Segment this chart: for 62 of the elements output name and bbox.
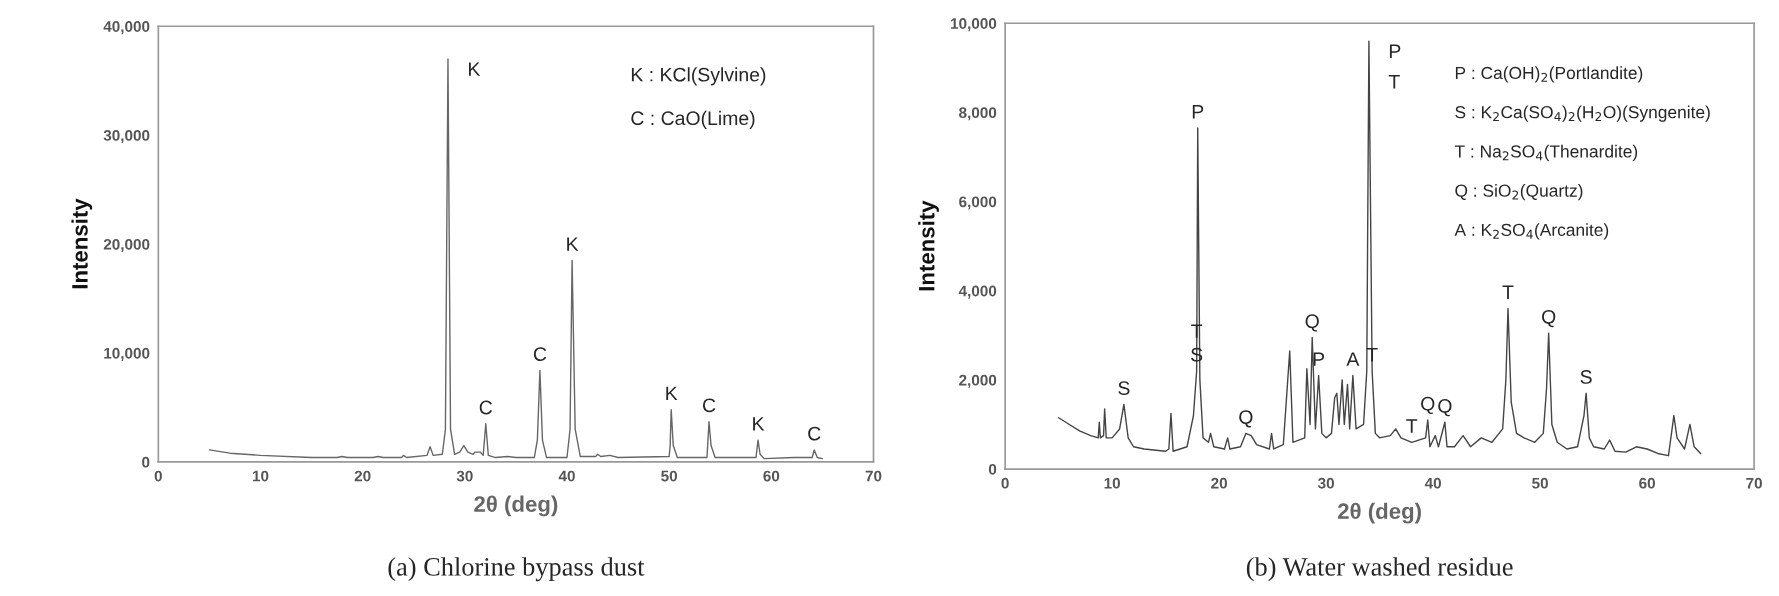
x-tick-label: 50 — [661, 470, 678, 482]
y-tick-label: 10,000 — [951, 18, 997, 32]
annotation: T : Na$_{2}$SO$_{4}$(Thenardite) — [1454, 144, 1638, 161]
annotation: A — [1346, 352, 1360, 366]
y-tick-label: 40,000 — [103, 21, 150, 35]
x-tick-label: 40 — [1424, 477, 1441, 489]
annotation: C — [808, 426, 821, 441]
annotation: C — [533, 347, 547, 362]
x-axis-title: 2θ (deg) — [474, 495, 558, 517]
x-tick-label: 30 — [456, 470, 473, 482]
annotation: P — [1389, 44, 1401, 58]
x-axis-title: 2θ (deg) — [1337, 502, 1421, 524]
x-tick-label: 70 — [1746, 477, 1762, 489]
annotation: T — [1388, 75, 1400, 89]
y-axis-title: Intensity — [918, 200, 939, 291]
y-tick-label: 6,000 — [959, 196, 997, 210]
x-tick-label: 70 — [865, 470, 882, 482]
annotation: K — [469, 62, 481, 76]
annotation: K : KCl(Sylvine) — [631, 67, 766, 86]
x-tick-label: 0 — [1001, 477, 1009, 489]
annotation: K — [666, 386, 678, 401]
x-tick-label: 60 — [1639, 477, 1655, 489]
annotation: Q : SiO$_{2}$(Quartz) — [1455, 184, 1583, 201]
annotation: P — [1313, 352, 1325, 366]
x-tick-label: 10 — [252, 470, 269, 482]
annotation: S — [1580, 370, 1592, 384]
x-tick-label: 60 — [763, 470, 780, 482]
y-axis-title: Intensity — [71, 198, 93, 289]
annotation: Q — [1305, 314, 1319, 332]
y-tick-label: 30,000 — [103, 130, 150, 144]
annotation: A : K$_{2}$SO$_{4}$(Arcanite) — [1454, 223, 1609, 240]
annotation: C : CaO(Lime) — [631, 110, 755, 129]
x-tick-label: 0 — [154, 470, 162, 482]
annotation: C — [702, 398, 716, 413]
y-tick-label: 2,000 — [959, 374, 997, 388]
text: (b) Water washed residue — [1246, 557, 1513, 582]
annotation: Q — [1239, 410, 1253, 428]
y-tick-label: 0 — [142, 456, 150, 468]
annotation: Q — [1542, 309, 1556, 328]
annotation: P — [1192, 105, 1204, 119]
annotation: K — [567, 237, 579, 251]
x-tick-label: 30 — [1317, 477, 1334, 489]
y-tick-label: 8,000 — [959, 107, 997, 121]
annotation: Q — [1438, 399, 1452, 417]
y-tick-label: 20,000 — [103, 238, 150, 252]
annotation: Q — [1421, 396, 1435, 415]
line-series — [208, 58, 824, 460]
y-tick-label: 10,000 — [104, 347, 150, 361]
x-tick-label: 10 — [1104, 477, 1120, 489]
annotation: S — [1118, 381, 1130, 396]
annotation: T — [1502, 285, 1514, 299]
x-tick-label: 20 — [1211, 477, 1227, 489]
annotation: C — [479, 400, 493, 415]
text: (a) Chlorine bypass dust — [388, 557, 645, 582]
x-tick-label: 40 — [558, 470, 575, 482]
x-tick-label: 50 — [1532, 477, 1548, 489]
x-tick-label: 20 — [354, 470, 371, 482]
annotation: P : Ca(OH)$_{2}$(Portlandite) — [1455, 66, 1643, 83]
annotation: K — [753, 417, 765, 431]
y-tick-label: 4,000 — [958, 285, 997, 299]
annotation: T — [1406, 419, 1418, 433]
text: S : K$_{2}$Ca(SO$_{4}$)$_{2}$(H$_{2}$O)(Syngenite) — [1455, 105, 1710, 122]
